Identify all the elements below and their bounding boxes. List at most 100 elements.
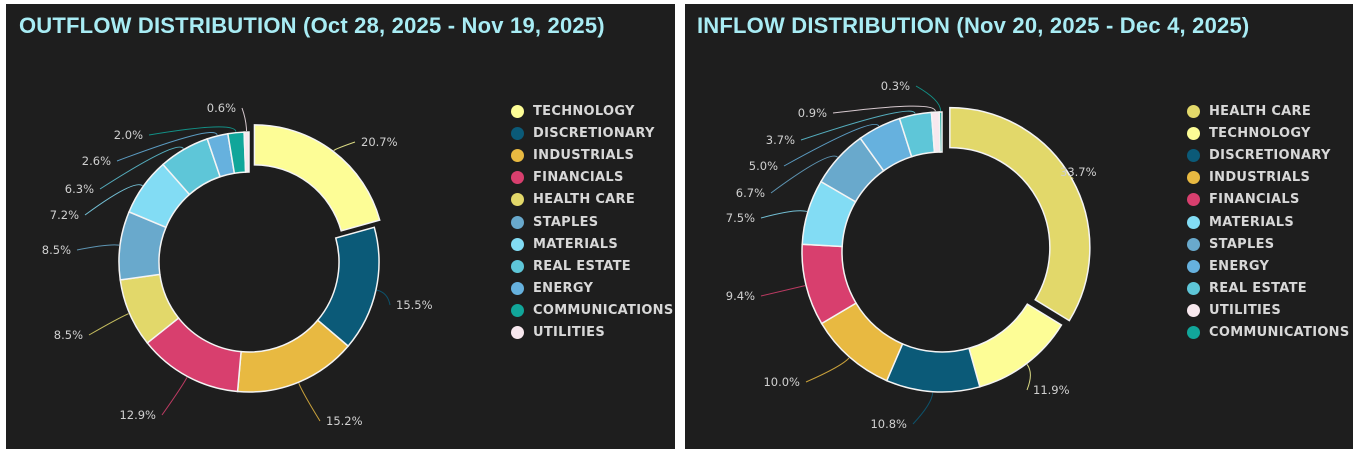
- legend-label: COMMUNICATIONS: [1209, 325, 1350, 341]
- legend-item-real-estate[interactable]: REAL ESTATE: [1187, 278, 1350, 300]
- legend-dot-icon: [511, 193, 524, 207]
- legend-item-materials[interactable]: MATERIALS: [511, 233, 674, 255]
- leader-line-technology: [333, 141, 356, 151]
- legend-dot-icon: [511, 171, 524, 185]
- leader-line-real-estate: [800, 110, 916, 141]
- legend-dot-icon: [511, 282, 524, 296]
- slice-technology[interactable]: [253, 124, 381, 232]
- inflow-title: INFLOW DISTRIBUTION (Nov 20, 2025 - Dec …: [697, 13, 1250, 38]
- legend-dot-icon: [1187, 237, 1200, 251]
- pct-label-materials: 7.2%: [50, 208, 79, 222]
- legend-item-industrials[interactable]: INDUSTRIALS: [511, 144, 674, 166]
- legend-item-financials[interactable]: FINANCIALS: [511, 167, 674, 189]
- slice-discretionary[interactable]: [885, 342, 981, 393]
- legend-dot-icon: [1187, 126, 1200, 140]
- pct-label-energy: 5.0%: [749, 159, 778, 173]
- legend-item-utilities[interactable]: UTILITIES: [511, 322, 674, 344]
- legend-label: STAPLES: [1209, 236, 1275, 252]
- legend-dot-icon: [511, 148, 524, 162]
- leader-line-health-care: [1053, 171, 1074, 180]
- pct-label-discretionary: 10.8%: [870, 417, 907, 431]
- outflow-title: OUTFLOW DISTRIBUTION (Oct 28, 2025 - Nov…: [19, 13, 605, 38]
- slice-health-care[interactable]: [949, 106, 1091, 322]
- pct-label-financials: 12.9%: [119, 408, 156, 422]
- legend-item-utilities[interactable]: UTILITIES: [1187, 300, 1350, 322]
- leader-line-financials: [161, 377, 188, 416]
- legend-label: MATERIALS: [533, 236, 618, 252]
- leader-line-technology: [1026, 364, 1031, 391]
- legend-dot-icon: [511, 237, 524, 251]
- legend-item-energy[interactable]: ENERGY: [1187, 255, 1350, 277]
- leader-line-utilities: [241, 107, 248, 132]
- legend-item-discretionary[interactable]: DISCRETIONARY: [511, 122, 674, 144]
- legend-item-financials[interactable]: FINANCIALS: [1187, 189, 1350, 211]
- outflow-panel: OUTFLOW DISTRIBUTION (Oct 28, 2025 - Nov…: [6, 4, 675, 449]
- pct-label-financials: 9.4%: [726, 289, 755, 303]
- leader-line-discretionary: [376, 289, 391, 306]
- legend-label: ENERGY: [533, 281, 594, 297]
- legend-label: MATERIALS: [1209, 214, 1294, 230]
- leader-line-health-care: [88, 313, 129, 336]
- legend-item-materials[interactable]: MATERIALS: [1187, 211, 1350, 233]
- legend-label: TECHNOLOGY: [533, 103, 635, 119]
- legend-dot-icon: [1187, 193, 1200, 207]
- legend-item-health-care[interactable]: HEALTH CARE: [511, 189, 674, 211]
- legend-label: FINANCIALS: [533, 170, 624, 186]
- legend-item-real-estate[interactable]: REAL ESTATE: [511, 255, 674, 277]
- leader-line-industrials: [298, 382, 321, 422]
- legend-label: HEALTH CARE: [1209, 103, 1312, 119]
- pct-label-communications: 2.0%: [114, 128, 143, 142]
- legend-dot-icon: [511, 126, 524, 140]
- legend-item-health-care[interactable]: HEALTH CARE: [1187, 100, 1350, 122]
- inflow-donut-chart: 33.7% 11.9% 10.8% 10.0% 9.4% 7.5% 6.7% 5.0% 3.7%…: [726, 79, 1097, 431]
- legend-dot-icon: [1187, 171, 1200, 185]
- slice-utilities[interactable]: [243, 131, 250, 173]
- legend-label: UTILITIES: [533, 325, 606, 341]
- pct-label-real-estate: 6.3%: [65, 182, 94, 196]
- pct-label-health-care: 33.7%: [1060, 165, 1097, 179]
- legend-label: ENERGY: [1209, 258, 1270, 274]
- leader-line-utilities: [832, 105, 936, 114]
- legend-label: COMMUNICATIONS: [533, 303, 674, 319]
- legend-item-staples[interactable]: STAPLES: [1187, 233, 1350, 255]
- pct-label-industrials: 15.2%: [326, 414, 363, 428]
- outflow-donut-chart: 20.7% 15.5% 15.2% 12.9% 8.5% 8.5% 7.2% 6.3% 2.6%…: [42, 101, 433, 428]
- legend-label: REAL ESTATE: [1209, 281, 1307, 297]
- legend-item-discretionary[interactable]: DISCRETIONARY: [1187, 144, 1350, 166]
- leader-line-communications: [148, 126, 237, 136]
- legend-item-energy[interactable]: ENERGY: [511, 278, 674, 300]
- legend-dot-icon: [511, 259, 524, 273]
- legend-item-communications[interactable]: COMMUNICATIONS: [1187, 322, 1350, 344]
- legend-label: INDUSTRIALS: [533, 147, 635, 163]
- inflow-panel: INFLOW DISTRIBUTION (Nov 20, 2025 - Dec …: [685, 4, 1353, 449]
- leader-line-communications: [915, 85, 942, 112]
- legend-item-industrials[interactable]: INDUSTRIALS: [1187, 167, 1350, 189]
- pct-label-staples: 8.5%: [42, 243, 71, 257]
- legend-item-technology[interactable]: TECHNOLOGY: [511, 100, 674, 122]
- leader-line-industrials: [805, 357, 850, 383]
- legend-dot-icon: [511, 215, 524, 229]
- legend-dot-icon: [1187, 304, 1200, 318]
- slice-communications[interactable]: [938, 111, 943, 153]
- pct-label-technology: 11.9%: [1033, 383, 1070, 397]
- legend-item-communications[interactable]: COMMUNICATIONS: [511, 300, 674, 322]
- legend-dot-icon: [511, 304, 524, 318]
- leader-line-discretionary: [912, 392, 934, 425]
- legend-dot-icon: [1187, 259, 1200, 273]
- legend-dot-icon: [1187, 148, 1200, 162]
- legend-item-technology[interactable]: TECHNOLOGY: [1187, 122, 1350, 144]
- legend-dot-icon: [1187, 326, 1200, 340]
- slice-technology[interactable]: [968, 303, 1063, 388]
- leader-line-staples: [76, 244, 120, 251]
- legend-label: UTILITIES: [1209, 303, 1282, 319]
- legend-dot-icon: [1187, 282, 1200, 296]
- pct-label-staples: 6.7%: [736, 186, 765, 200]
- pct-label-health-care: 8.5%: [54, 328, 83, 342]
- pct-label-communications: 0.3%: [881, 79, 910, 93]
- outflow-legend: TECHNOLOGY DISCRETIONARY INDUSTRIALS FINANC…: [511, 100, 674, 344]
- legend-item-staples[interactable]: STAPLES: [511, 211, 674, 233]
- legend-dot-icon: [511, 326, 524, 340]
- leader-line-materials: [84, 184, 143, 216]
- legend-label: TECHNOLOGY: [1209, 125, 1311, 141]
- leader-line-energy: [116, 132, 218, 162]
